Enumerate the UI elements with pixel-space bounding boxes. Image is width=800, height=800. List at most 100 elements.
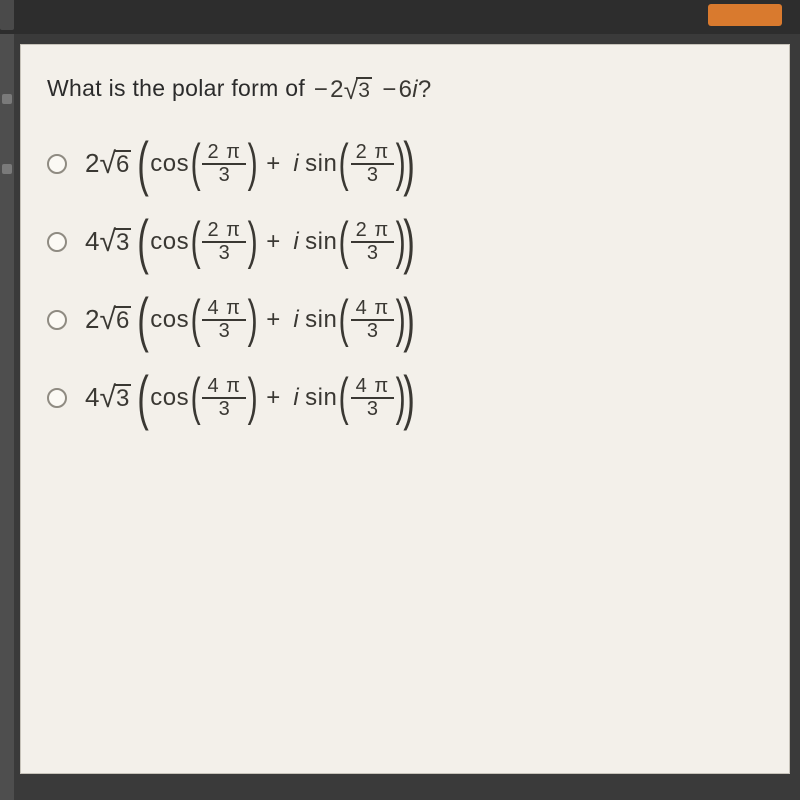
numerator: 4 π <box>351 298 395 321</box>
radio-icon[interactable] <box>47 388 67 408</box>
paren-close: ) <box>248 299 258 341</box>
sqrt: √ 6 <box>99 305 131 335</box>
fraction: 2 π 3 <box>202 220 246 264</box>
rail-marker <box>2 164 12 174</box>
plus-sign: + <box>266 228 280 256</box>
paren-close: ) <box>248 377 258 419</box>
question-prefix: What is the polar form of <box>47 75 312 101</box>
cos-label: cos <box>150 384 189 412</box>
denominator: 3 <box>362 243 383 264</box>
fraction: 4 π 3 <box>351 298 395 342</box>
denominator: 3 <box>214 399 235 420</box>
options-list: 2 √ 6 ( cos ( 2 π 3 ) + isin ( 2 π 3 <box>47 140 763 422</box>
paren-close: ) <box>248 221 258 263</box>
cos-label: cos <box>150 150 189 178</box>
coefficient: 2 <box>330 76 344 104</box>
option-2[interactable]: 4 √ 3 ( cos ( 2 π 3 ) + isin ( 2 π 3 <box>47 218 763 266</box>
paren-open: ( <box>191 221 201 263</box>
minus-sign: − <box>382 76 396 104</box>
option-1[interactable]: 2 √ 6 ( cos ( 2 π 3 ) + isin ( 2 π 3 <box>47 140 763 188</box>
denominator: 3 <box>362 165 383 186</box>
radicand: 3 <box>114 384 131 412</box>
coefficient: 4 <box>85 382 99 413</box>
question-card: What is the polar form of − 2 √ 3 − 6 i … <box>20 44 790 774</box>
sqrt: √ 3 <box>344 77 373 103</box>
fraction: 4 π 3 <box>351 376 395 420</box>
fraction: 2 π 3 <box>351 142 395 186</box>
sin-label: sin <box>305 150 337 178</box>
paren-open: ( <box>339 143 349 185</box>
radicand: 3 <box>356 77 372 102</box>
paren-close: ) <box>248 143 258 185</box>
coefficient: 4 <box>85 226 99 257</box>
paren-open: ( <box>339 299 349 341</box>
radio-icon[interactable] <box>47 310 67 330</box>
plus-sign: + <box>266 384 280 412</box>
radicand: 3 <box>114 228 131 256</box>
paren-open: ( <box>137 374 149 422</box>
term-6: 6 <box>399 76 413 104</box>
sqrt: √ 3 <box>99 227 131 257</box>
sin-label: sin <box>305 306 337 334</box>
denominator: 3 <box>214 321 235 342</box>
tab-stub <box>0 0 14 30</box>
sqrt: √ 6 <box>99 149 131 179</box>
denominator: 3 <box>362 399 383 420</box>
imaginary-i: i <box>293 306 299 334</box>
paren-open: ( <box>191 143 201 185</box>
option-expression: 4 √ 3 ( cos ( 2 π 3 ) + isin ( 2 π 3 <box>85 218 412 266</box>
cos-label: cos <box>150 228 189 256</box>
paren-close: ) <box>403 374 415 422</box>
paren-close: ) <box>403 218 415 266</box>
rail-marker <box>2 94 12 104</box>
numerator: 4 π <box>202 298 246 321</box>
numerator: 2 π <box>202 220 246 243</box>
left-rail <box>0 34 14 800</box>
toolbar-accent <box>708 4 782 26</box>
paren-open: ( <box>137 296 149 344</box>
paren-open: ( <box>191 377 201 419</box>
imaginary-i: i <box>293 228 299 256</box>
denominator: 3 <box>214 165 235 186</box>
numerator: 2 π <box>351 220 395 243</box>
paren-close: ) <box>403 296 415 344</box>
radio-icon[interactable] <box>47 232 67 252</box>
paren-open: ( <box>339 377 349 419</box>
option-expression: 4 √ 3 ( cos ( 4 π 3 ) + isin ( 4 π 3 <box>85 374 412 422</box>
option-expression: 2 √ 6 ( cos ( 2 π 3 ) + isin ( 2 π 3 <box>85 140 412 188</box>
minus-sign: − <box>314 76 328 104</box>
coefficient: 2 <box>85 148 99 179</box>
paren-open: ( <box>339 221 349 263</box>
numerator: 2 π <box>202 142 246 165</box>
fraction: 4 π 3 <box>202 376 246 420</box>
coefficient: 2 <box>85 304 99 335</box>
fraction: 4 π 3 <box>202 298 246 342</box>
imaginary-i: i <box>293 384 299 412</box>
sqrt: √ 3 <box>99 383 131 413</box>
option-expression: 2 √ 6 ( cos ( 4 π 3 ) + isin ( 4 π 3 <box>85 296 412 344</box>
sin-label: sin <box>305 384 337 412</box>
fraction: 2 π 3 <box>202 142 246 186</box>
plus-sign: + <box>266 150 280 178</box>
denominator: 3 <box>362 321 383 342</box>
sin-label: sin <box>305 228 337 256</box>
question-text: What is the polar form of − 2 √ 3 − 6 i … <box>47 75 763 104</box>
radicand: 6 <box>114 150 131 178</box>
option-4[interactable]: 4 √ 3 ( cos ( 4 π 3 ) + isin ( 4 π 3 <box>47 374 763 422</box>
question-expression: − 2 √ 3 − 6 i ? <box>312 76 432 104</box>
numerator: 4 π <box>202 376 246 399</box>
radicand: 6 <box>114 306 131 334</box>
numerator: 2 π <box>351 142 395 165</box>
browser-tab-strip <box>0 0 800 34</box>
numerator: 4 π <box>351 376 395 399</box>
plus-sign: + <box>266 306 280 334</box>
imaginary-i: i <box>293 150 299 178</box>
paren-open: ( <box>191 299 201 341</box>
option-3[interactable]: 2 √ 6 ( cos ( 4 π 3 ) + isin ( 4 π 3 <box>47 296 763 344</box>
paren-open: ( <box>137 140 149 188</box>
cos-label: cos <box>150 306 189 334</box>
denominator: 3 <box>214 243 235 264</box>
paren-open: ( <box>137 218 149 266</box>
radio-icon[interactable] <box>47 154 67 174</box>
paren-close: ) <box>403 140 415 188</box>
